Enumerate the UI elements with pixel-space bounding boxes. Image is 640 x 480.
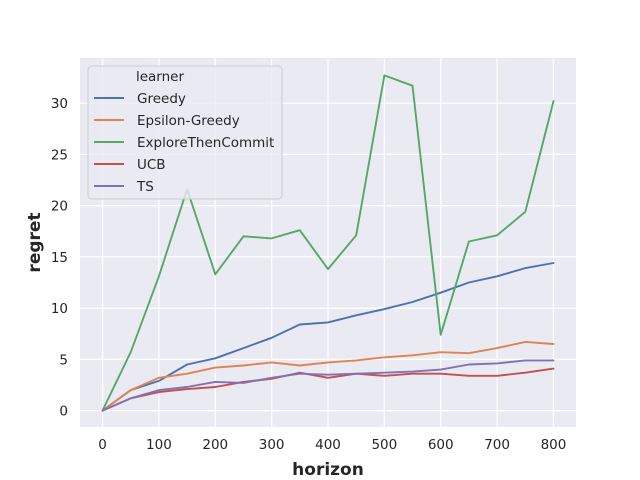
- x-tick-labels: 0 100 200 300 400 500 600 700 800: [98, 437, 566, 453]
- legend-title: learner: [136, 69, 185, 85]
- legend-label: ExploreThenCommit: [137, 135, 274, 151]
- x-tick-label: 400: [315, 437, 341, 453]
- x-tick-label: 700: [484, 437, 510, 453]
- x-tick-label: 600: [428, 437, 454, 453]
- legend-items: Greedy Epsilon-Greedy ExploreThenCommit UCB…: [94, 91, 274, 195]
- y-tick-label: 0: [59, 404, 68, 420]
- x-tick-label: 500: [371, 437, 397, 453]
- series-line-ts: [101, 359, 555, 412]
- x-tick-label: 800: [541, 437, 567, 453]
- y-tick-label: 25: [51, 147, 68, 163]
- y-tick-label: 10: [51, 301, 68, 317]
- series-line-epsilon-greedy: [101, 340, 555, 412]
- y-tick-label: 15: [51, 250, 68, 266]
- legend-label: TS: [136, 179, 154, 195]
- series-line-explorethencommit: [101, 74, 555, 412]
- x-tick-label: 200: [202, 437, 228, 453]
- y-tick-labels: 0 5 10 15 20 25 30: [51, 96, 68, 420]
- legend-box: [87, 65, 283, 200]
- series-line-greedy: [101, 262, 555, 412]
- legend-label: Epsilon-Greedy: [137, 113, 240, 129]
- series-line-ucb: [101, 367, 555, 412]
- legend-label: UCB: [137, 157, 166, 173]
- y-tick-label: 20: [51, 199, 68, 215]
- x-tick-label: 300: [259, 437, 285, 453]
- y-tick-label: 30: [51, 96, 68, 112]
- x-tick-label: 0: [98, 437, 107, 453]
- y-axis-label: regret: [25, 212, 45, 272]
- x-tick-label: 100: [146, 437, 172, 453]
- series-lines: [101, 74, 555, 412]
- legend: learner Greedy Epsilon-Greedy ExploreThenC…: [87, 65, 283, 200]
- x-axis-label: horizon: [292, 460, 364, 480]
- legend-label: Greedy: [137, 91, 186, 107]
- y-tick-label: 5: [59, 352, 68, 368]
